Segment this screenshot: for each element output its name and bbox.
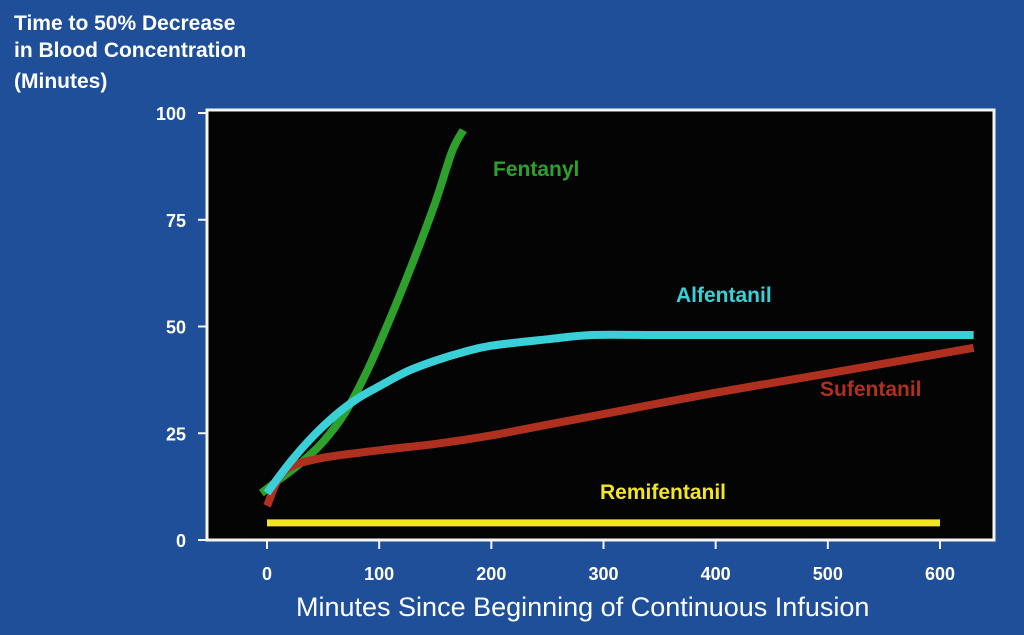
series-label-sufentanil: Sufentanil xyxy=(820,378,922,401)
y-tick-label: 0 xyxy=(176,531,186,551)
y-axis-title-line-2: in Blood Concentration xyxy=(14,39,247,62)
y-tick-label: 50 xyxy=(166,318,186,338)
plot-area xyxy=(205,108,996,542)
series-line-sufentanil xyxy=(263,343,975,508)
x-tick-label: 300 xyxy=(588,564,618,584)
y-tick-label: 100 xyxy=(156,104,186,124)
x-tick-label: 0 xyxy=(262,564,272,584)
x-axis-title: Minutes Since Beginning of Continuous In… xyxy=(296,592,870,622)
x-tick-label: 400 xyxy=(701,564,731,584)
series-label-alfentanil: Alfentanil xyxy=(676,284,772,307)
series-label-fentanyl: Fentanyl xyxy=(493,158,579,181)
x-tick-label: 500 xyxy=(813,564,843,584)
x-tick-label: 600 xyxy=(925,564,955,584)
y-tick-label: 25 xyxy=(166,424,186,444)
y-axis-title-line-1: Time to 50% Decrease xyxy=(14,12,236,35)
series-line-alfentanil xyxy=(263,330,974,496)
x-tick-label: 100 xyxy=(364,564,394,584)
y-axis-title-line-3: (Minutes) xyxy=(14,70,108,93)
x-tick-label: 200 xyxy=(476,564,506,584)
y-tick-label: 75 xyxy=(166,211,186,231)
series-label-remifentanil: Remifentanil xyxy=(600,481,726,504)
